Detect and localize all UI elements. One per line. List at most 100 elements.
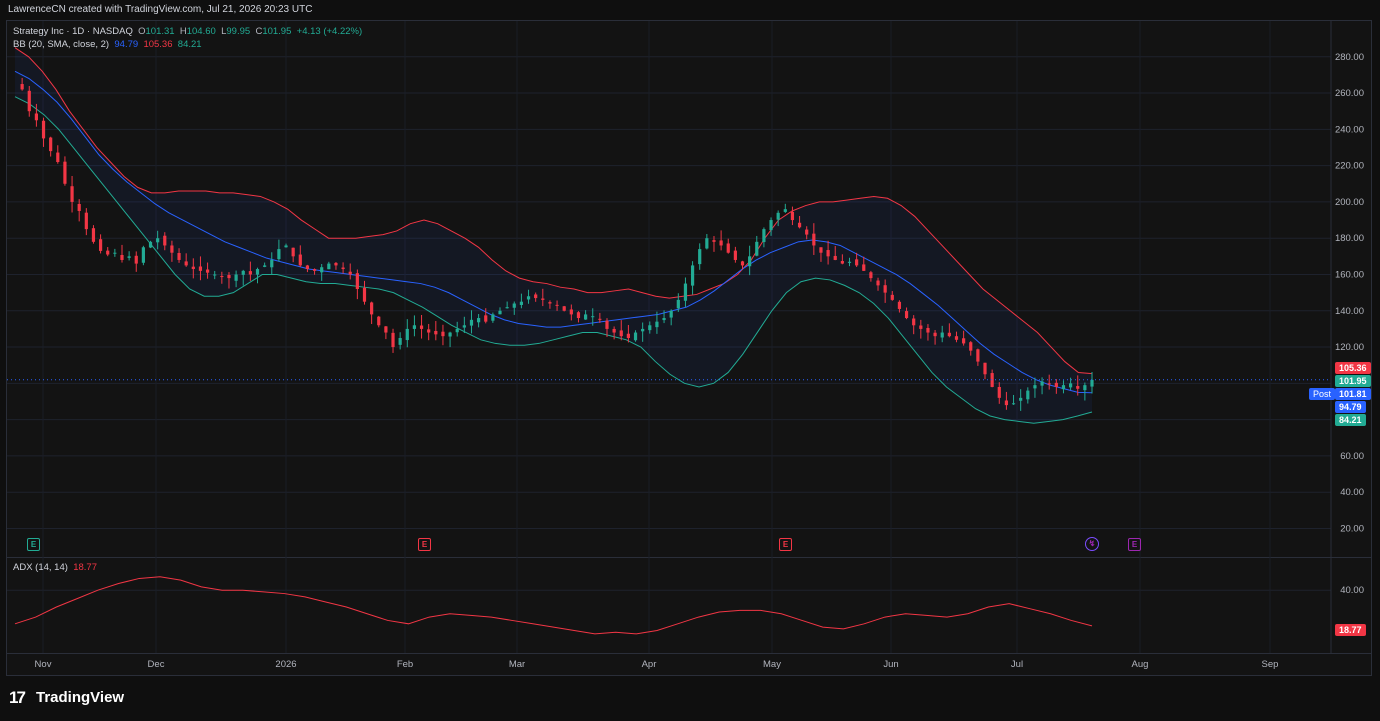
candle-body xyxy=(384,326,388,333)
candle-body xyxy=(427,329,431,333)
candle-body xyxy=(120,255,124,260)
candle-body xyxy=(769,220,773,231)
candle-body xyxy=(106,250,110,255)
candle-body xyxy=(655,321,659,328)
y-tick-label: 140.00 xyxy=(1335,306,1364,317)
adx-value-tag: 18.77 xyxy=(1335,624,1366,636)
credit-text: LawrenceCN created with TradingView.com,… xyxy=(8,4,313,15)
candle-body xyxy=(626,333,630,338)
candle-body xyxy=(434,330,438,335)
x-tick-label: Sep xyxy=(1262,659,1279,670)
earnings-event-icon[interactable]: E xyxy=(418,538,431,551)
candle-body xyxy=(191,266,195,270)
y-tick-label: 220.00 xyxy=(1335,161,1364,172)
y-tick-label: 20.00 xyxy=(1340,523,1364,534)
candle-body xyxy=(648,325,652,331)
candle-body xyxy=(163,235,167,246)
candle-body xyxy=(662,318,666,321)
earnings-event-icon[interactable]: E xyxy=(27,538,40,551)
candle-body xyxy=(1019,397,1023,401)
candle-body xyxy=(926,327,930,333)
candle-body xyxy=(733,250,737,260)
upper-band-tag: 105.36 xyxy=(1335,362,1371,374)
y-tick-label: 280.00 xyxy=(1335,52,1364,63)
candle-body xyxy=(91,228,96,242)
earnings-event-icon[interactable]: E xyxy=(1128,538,1141,551)
candle-body xyxy=(305,265,310,270)
candle-body xyxy=(805,229,809,235)
candle-body xyxy=(847,261,852,263)
adx-pane[interactable]: 40.00 xyxy=(7,557,1371,653)
candle-body xyxy=(412,325,417,329)
candle-body xyxy=(441,331,445,337)
candle-body xyxy=(298,254,302,266)
price-pane[interactable]: 20.0040.0060.0080.00100.00120.00140.0016… xyxy=(7,21,1371,557)
earnings-event-icon[interactable]: E xyxy=(779,538,792,551)
candle-body xyxy=(990,373,994,387)
bb-label[interactable]: BB (20, SMA, close, 2) xyxy=(13,39,110,50)
candle-body xyxy=(213,274,217,276)
candle-body xyxy=(34,113,38,121)
candle-body xyxy=(976,349,980,362)
candle-body xyxy=(49,137,53,152)
candle-body xyxy=(270,259,274,268)
bb-legend[interactable]: BB (20, SMA, close, 2) 94.79 105.36 84.2… xyxy=(13,39,202,50)
candle-body xyxy=(840,261,844,264)
top-bar: LawrenceCN created with TradingView.com,… xyxy=(0,0,1380,20)
y-tick-label: 160.00 xyxy=(1335,269,1364,280)
candle-body xyxy=(712,240,716,242)
candle-body xyxy=(455,328,459,333)
candle-body xyxy=(505,307,509,309)
x-tick-label: Nov xyxy=(35,659,52,670)
adx-legend[interactable]: ADX (14, 14) 18.77 xyxy=(13,562,97,573)
candle-body xyxy=(776,212,780,220)
candle-body xyxy=(912,318,916,326)
adx-label[interactable]: ADX (14, 14) xyxy=(13,562,68,573)
high-label: H xyxy=(179,26,187,37)
candle-body xyxy=(1033,385,1037,389)
adx-y-tick-label: 40.00 xyxy=(1340,585,1364,596)
candle-body xyxy=(790,211,795,221)
candle-body xyxy=(562,306,566,311)
symbol-name[interactable]: Strategy Inc · 1D · NASDAQ xyxy=(13,26,133,37)
x-tick-label: Feb xyxy=(397,659,413,670)
candle-body xyxy=(619,330,623,337)
candle-body xyxy=(484,315,488,322)
candle-body xyxy=(1069,383,1073,388)
candle-body xyxy=(933,332,937,337)
candle-body xyxy=(477,318,481,323)
candle-body xyxy=(63,161,67,184)
candle-body xyxy=(27,90,31,112)
candle-body xyxy=(997,386,1001,398)
time-axis[interactable]: Nov Dec 2026 Feb Mar Apr May Jun Jul Aug Sep xyxy=(7,653,1371,675)
chart-frame[interactable]: 20.0040.0060.0080.00100.00120.00140.0016… xyxy=(6,20,1372,676)
x-tick-label: Mar xyxy=(509,659,525,670)
candle-body xyxy=(355,273,359,289)
symbol-legend[interactable]: Strategy Inc · 1D · NASDAQ O101.31 H104.… xyxy=(13,26,362,37)
x-tick-label: Jun xyxy=(883,659,898,670)
brand-name: TradingView xyxy=(36,689,125,706)
candle-body xyxy=(698,249,702,265)
candle-body xyxy=(1040,381,1044,386)
close-label: C xyxy=(255,26,263,37)
x-tick-label: Aug xyxy=(1132,659,1149,670)
candle-body xyxy=(41,120,46,139)
candle-body xyxy=(98,239,103,251)
candle-body xyxy=(419,325,424,329)
bb-basis-value: 94.79 xyxy=(114,39,139,50)
candle-body xyxy=(576,312,581,319)
y-tick-label: 120.00 xyxy=(1335,342,1364,353)
candle-body xyxy=(683,283,688,301)
dividend-event-icon[interactable]: ↯ xyxy=(1085,537,1099,551)
candle-body xyxy=(890,294,894,300)
candle-body xyxy=(156,238,160,243)
candle-body xyxy=(1047,383,1051,385)
candle-body xyxy=(284,245,288,248)
candle-body xyxy=(762,229,766,243)
open-label: O xyxy=(138,26,146,37)
candle-body xyxy=(327,263,331,270)
candle-body xyxy=(341,267,345,270)
bb-fill xyxy=(15,47,1092,424)
candle-body xyxy=(141,247,145,263)
candle-body xyxy=(448,332,452,337)
